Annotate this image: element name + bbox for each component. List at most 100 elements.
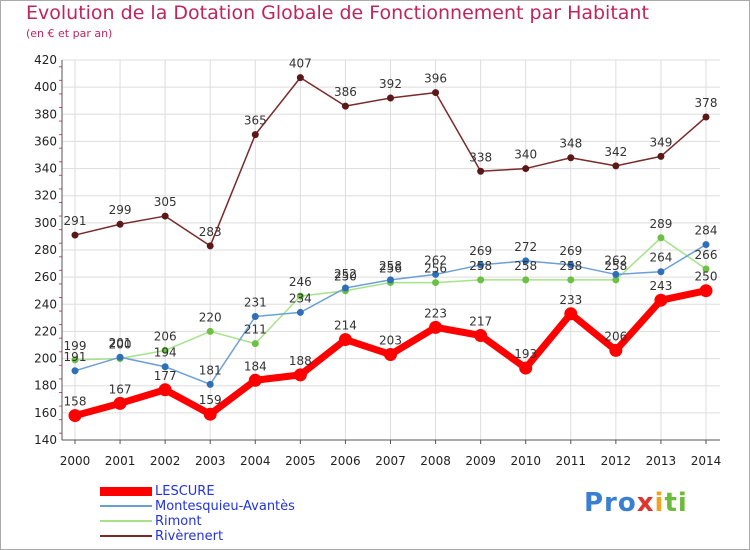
legend-label: Rimont <box>155 514 202 529</box>
data-label: 177 <box>154 369 177 383</box>
data-point <box>206 327 214 335</box>
chart-subtitle: (en € et par an) <box>26 27 113 40</box>
data-label: 159 <box>199 393 222 407</box>
y-tick-label: 420 <box>34 53 57 67</box>
x-tick-label: 2006 <box>330 454 361 468</box>
data-point <box>519 361 533 375</box>
data-label: 256 <box>424 262 447 276</box>
y-tick-label: 180 <box>34 379 57 393</box>
data-point <box>477 276 485 284</box>
data-label: 262 <box>604 253 627 267</box>
data-point <box>702 113 710 121</box>
data-label: 223 <box>424 306 447 320</box>
data-point <box>474 329 488 342</box>
data-point <box>702 241 710 249</box>
data-point <box>203 407 217 421</box>
data-label: 206 <box>604 329 627 343</box>
data-point <box>248 373 262 387</box>
data-label: 188 <box>289 354 312 368</box>
data-point <box>206 242 214 250</box>
data-point <box>71 231 79 239</box>
legend-swatch <box>100 487 152 496</box>
grid-lines <box>62 59 720 441</box>
axes: 140 160 180 200 220 240 260 280 300 320 340 360 380 4… <box>34 53 721 468</box>
data-label: 211 <box>244 323 267 337</box>
data-label: 191 <box>64 350 87 364</box>
data-point <box>522 257 530 265</box>
data-label: 349 <box>649 135 672 149</box>
data-label: 269 <box>559 244 582 258</box>
data-label: 217 <box>469 315 492 329</box>
y-tick-label: 300 <box>34 216 57 230</box>
data-point <box>432 279 440 287</box>
data-label: 386 <box>334 85 357 99</box>
data-point <box>384 348 397 361</box>
data-point <box>387 94 394 102</box>
data-point <box>158 383 172 397</box>
data-label: 214 <box>334 319 357 333</box>
logo-part-1: Pro <box>584 488 637 518</box>
data-label: 342 <box>604 145 627 159</box>
x-tick-label: 2012 <box>601 454 632 468</box>
y-tick-label: 400 <box>34 80 57 94</box>
data-point <box>341 102 349 110</box>
data-label: 184 <box>244 359 267 373</box>
data-point <box>293 368 307 382</box>
data-point <box>71 367 79 375</box>
data-label: 233 <box>559 293 582 307</box>
data-label: 181 <box>199 363 222 377</box>
y-tick-label: 380 <box>34 107 57 121</box>
data-point <box>702 265 710 273</box>
x-tick-label: 2002 <box>150 454 181 468</box>
data-label: 258 <box>604 259 627 273</box>
data-point <box>564 307 578 321</box>
data-point <box>296 74 304 82</box>
y-tick-label: 260 <box>34 270 57 284</box>
data-label: 283 <box>199 225 222 239</box>
data-point <box>612 270 620 278</box>
x-tick-label: 2010 <box>510 454 541 468</box>
data-point <box>432 270 440 278</box>
line-chart: 140 160 180 200 220 240 260 280 300 320 340 360 380 4… <box>34 53 721 468</box>
data-label: 264 <box>649 251 672 265</box>
legend-label: Montesquieu-Avantès <box>155 499 295 514</box>
data-label: 340 <box>514 148 537 162</box>
y-tick-label: 240 <box>34 297 57 311</box>
data-point <box>654 293 668 307</box>
data-point <box>567 261 575 269</box>
y-tick-label: 280 <box>34 243 57 257</box>
x-tick-label: 2007 <box>375 454 406 468</box>
data-label: 258 <box>469 259 492 273</box>
x-tick-label: 2004 <box>240 454 271 468</box>
data-label: 252 <box>334 267 357 281</box>
x-tick-label: 2014 <box>691 454 722 468</box>
y-tick-label: 340 <box>34 162 57 176</box>
data-point <box>161 212 169 220</box>
data-label: 220 <box>199 310 222 324</box>
data-label: 234 <box>289 291 312 305</box>
x-tick-label: 2005 <box>285 454 316 468</box>
data-point <box>68 409 82 423</box>
data-point <box>429 320 443 334</box>
chart-title: Evolution de la Dotation Globale de Fonc… <box>26 2 649 24</box>
proxiti-logo: Proxiti <box>584 488 688 518</box>
x-tick-label: 2009 <box>465 454 496 468</box>
data-point <box>296 308 304 316</box>
x-tick-label: 2000 <box>60 454 91 468</box>
data-label: 258 <box>514 259 537 273</box>
data-point <box>477 261 485 269</box>
logo-part-3: i <box>654 488 665 518</box>
data-label: 201 <box>109 336 132 350</box>
legend-swatch <box>100 520 152 522</box>
data-label: 348 <box>559 137 582 151</box>
data-point <box>522 276 530 284</box>
data-label: 258 <box>559 259 582 273</box>
data-label: 378 <box>695 96 718 110</box>
data-label: 193 <box>514 347 537 361</box>
data-point <box>432 89 440 97</box>
data-point <box>609 343 623 357</box>
data-label: 158 <box>64 395 87 409</box>
data-label: 200 <box>109 338 132 352</box>
x-tick-label: 2011 <box>556 454 587 468</box>
y-tick-label: 360 <box>34 134 57 148</box>
